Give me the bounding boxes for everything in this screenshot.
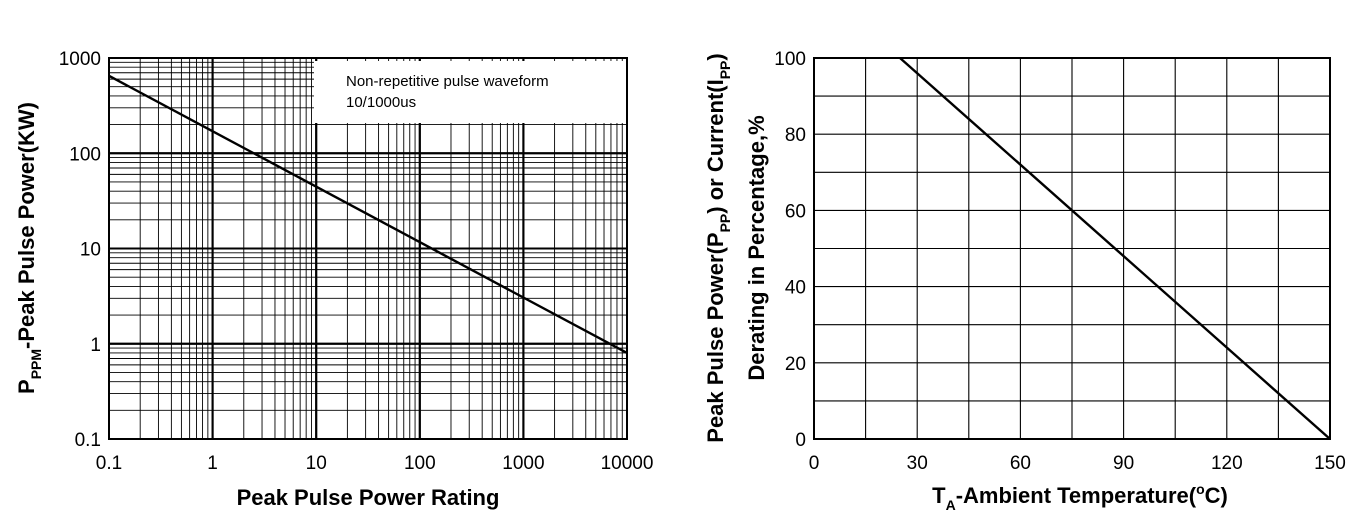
left-x-tick-label: 10 <box>306 453 327 474</box>
right-derating-line <box>899 57 1331 440</box>
right-y-axis-title-line1: Peak Pulse Power(PPP) or Current(IPP) <box>703 53 733 442</box>
right-y-title-sub2: PP <box>717 61 733 80</box>
left-annotation-box <box>314 61 626 123</box>
left-x-tick-labels: 0.1 1 10 100 1000 10000 <box>96 453 654 474</box>
left-y-tick-label: 1 <box>90 335 101 356</box>
left-x-tick-label: 1000 <box>502 453 544 474</box>
right-y-tick-label: 60 <box>785 201 806 222</box>
right-y-title-a: Peak Pulse Power(P <box>703 232 728 442</box>
left-y-tick-label: 100 <box>69 144 101 165</box>
right-y-title-sub1: PP <box>717 214 733 233</box>
annotation-line-2: 10/1000us <box>346 94 416 111</box>
right-x-axis-title: TA-Ambient Temperature(oC) <box>932 481 1228 513</box>
right-x-tick-label: 90 <box>1113 453 1134 474</box>
right-x-title-sub: A <box>946 497 956 513</box>
right-y-title-b: ) or Current(I <box>703 79 728 213</box>
left-y-tick-label: 0.1 <box>75 430 101 451</box>
left-x-tick-label: 100 <box>404 453 436 474</box>
right-x-tick-label: 150 <box>1314 453 1346 474</box>
right-y-tick-label: 0 <box>795 430 806 451</box>
left-y-tick-label: 1000 <box>59 49 101 70</box>
left-derating-line <box>108 74 628 355</box>
right-x-tick-labels: 0 30 60 90 120 150 <box>809 453 1346 474</box>
right-x-title-prefix: T <box>932 483 946 508</box>
left-y-title-sub: PPM <box>28 349 44 379</box>
left-y-tick-labels: 0.1 1 10 100 1000 <box>59 49 101 451</box>
left-plot-frame <box>108 57 628 440</box>
right-y-tick-label: 20 <box>785 354 806 375</box>
left-y-tick-label: 10 <box>80 240 101 261</box>
right-y-axis-title-line2: Derating in Percentage,% <box>744 115 769 380</box>
right-x-tick-label: 0 <box>809 453 820 474</box>
right-plot-frame <box>813 57 1331 440</box>
right-x-tick-label: 30 <box>907 453 928 474</box>
right-x-title-mid: -Ambient Temperature( <box>956 483 1197 508</box>
right-y-tick-label: 80 <box>785 125 806 146</box>
right-grid <box>813 57 1331 440</box>
left-y-title-prefix: P <box>14 379 39 394</box>
right-y-tick-label: 40 <box>785 278 806 299</box>
right-y-title-c: ) <box>703 53 728 60</box>
right-x-title-suffix: C) <box>1205 483 1228 508</box>
annotation-line-1: Non-repetitive pulse waveform <box>346 73 549 90</box>
left-x-tick-label: 10000 <box>601 453 654 474</box>
left-x-tick-label: 0.1 <box>96 453 122 474</box>
right-y-tick-labels: 0 20 40 60 80 100 <box>774 49 806 451</box>
left-chart: Non-repetitive pulse waveform 10/1000us … <box>14 49 653 510</box>
left-y-title-suffix: -Peak Pulse Power(KW) <box>14 102 39 349</box>
left-y-axis-title: PPPM-Peak Pulse Power(KW) <box>14 102 44 394</box>
left-series <box>108 74 628 355</box>
right-series <box>899 57 1331 440</box>
right-chart: 0 30 60 90 120 150 0 20 40 60 80 100 TA-Ambient Te… <box>703 49 1346 513</box>
left-x-tick-label: 1 <box>207 453 218 474</box>
right-x-title-sup: o <box>1196 481 1205 497</box>
right-x-tick-label: 120 <box>1211 453 1243 474</box>
left-x-axis-title: Peak Pulse Power Rating <box>237 485 500 510</box>
right-x-tick-label: 60 <box>1010 453 1031 474</box>
right-y-tick-label: 100 <box>774 49 806 70</box>
